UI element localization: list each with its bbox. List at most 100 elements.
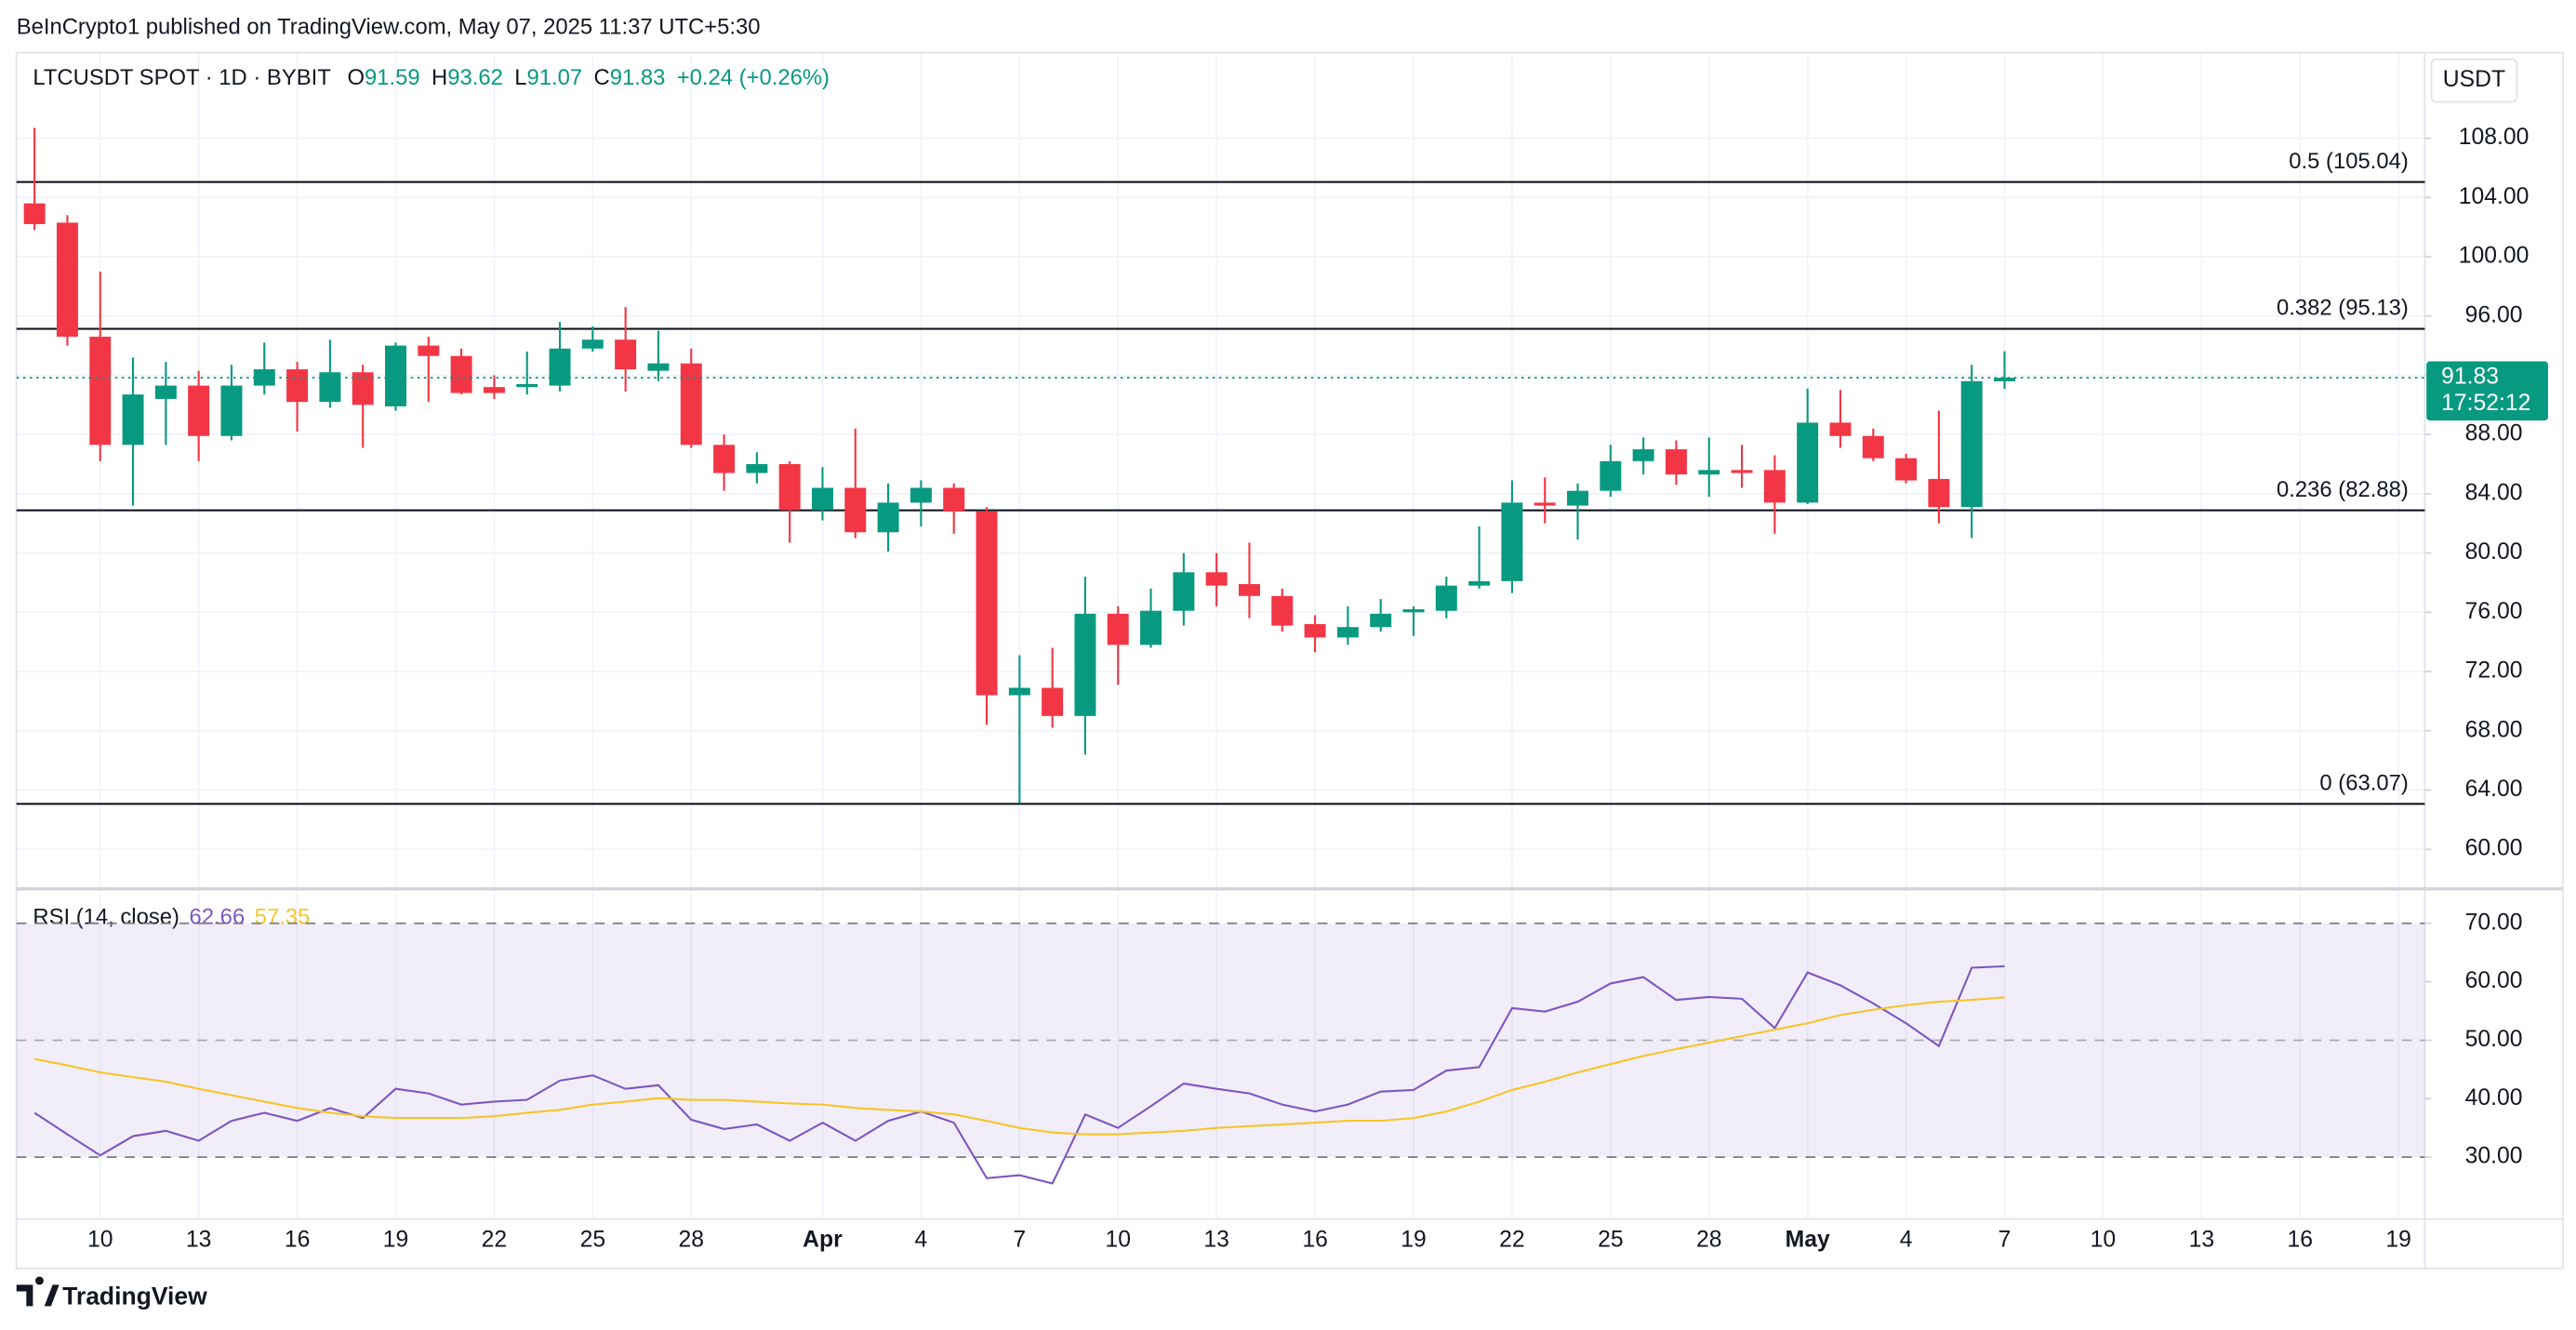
- candle-body: [1238, 584, 1260, 596]
- candle-body: [1468, 580, 1491, 586]
- currency-box: [2430, 58, 2518, 103]
- candle-body: [1140, 610, 1162, 645]
- candle-body: [1994, 378, 2015, 381]
- candle-body: [1402, 609, 1425, 613]
- x-tick-label: 19: [2385, 1227, 2410, 1252]
- candle-body: [89, 337, 112, 446]
- x-tick-label: 4: [1900, 1227, 1913, 1252]
- x-tick-label: 25: [1598, 1227, 1624, 1252]
- x-tick-label: 16: [285, 1227, 311, 1252]
- candle-body: [812, 487, 833, 511]
- ohlc-value: 91.83: [610, 65, 666, 90]
- candle-body: [1698, 470, 1720, 475]
- y-tick-label: 50.00: [2465, 1027, 2523, 1052]
- candle-body: [1763, 470, 1786, 503]
- y-tick-label: 84.00: [2465, 480, 2523, 505]
- candle-body: [1797, 422, 1819, 503]
- x-tick-label: Apr: [803, 1227, 843, 1252]
- x-tick-label: 19: [1401, 1227, 1427, 1252]
- y-tick-label: 76.00: [2465, 599, 2523, 624]
- ohlc-value: 93.62: [447, 65, 503, 90]
- rsi-legend: RSI (14, close) 62.66 57.35: [33, 905, 310, 930]
- change: +0.24 (+0.26%): [677, 65, 830, 90]
- y-tick-label: 30.00: [2465, 1144, 2523, 1169]
- y-tick-label: 64.00: [2465, 777, 2523, 802]
- candle-body: [1895, 458, 1918, 481]
- ohlc-value: 91.07: [527, 65, 583, 90]
- y-tick-label: 108.00: [2459, 125, 2530, 150]
- x-tick-label: 28: [1696, 1227, 1722, 1252]
- candle-body: [385, 345, 406, 406]
- x-tick-label: 10: [2091, 1227, 2117, 1252]
- candle-body: [680, 363, 702, 446]
- candle-body: [1501, 502, 1523, 581]
- y-tick-label: 72.00: [2465, 658, 2523, 684]
- candle-body: [188, 385, 210, 436]
- y-tick-label: 104.00: [2459, 184, 2530, 209]
- x-tick-label: 22: [1499, 1227, 1525, 1252]
- candle-body: [516, 384, 538, 388]
- candle-body: [220, 385, 243, 436]
- footer-brand: TradingView: [62, 1283, 207, 1310]
- ohlc-label: C: [594, 65, 610, 90]
- candle-body: [253, 369, 275, 386]
- candle-body: [23, 203, 46, 224]
- candle-body: [1435, 585, 1457, 611]
- y-tick-label: 96.00: [2465, 302, 2523, 327]
- x-tick-label: 4: [915, 1227, 928, 1252]
- x-tick-label: 13: [2189, 1227, 2215, 1252]
- candle-body: [450, 355, 472, 393]
- x-tick-label: 22: [482, 1227, 508, 1252]
- rsi-title: RSI (14, close): [33, 905, 179, 930]
- rsi-value: 62.66: [190, 905, 246, 930]
- y-tick-label: 60.00: [2465, 968, 2523, 993]
- candle-body: [1173, 572, 1195, 611]
- candle-body: [1534, 502, 1556, 506]
- candle-body: [1567, 490, 1589, 506]
- y-tick-label: 40.00: [2465, 1085, 2523, 1111]
- x-tick-label: 28: [679, 1227, 705, 1252]
- candle-body: [56, 222, 78, 338]
- candle-body: [1205, 572, 1228, 586]
- candle-body: [1600, 460, 1622, 491]
- candle-body: [352, 372, 374, 406]
- candle-body: [549, 348, 571, 386]
- symbol: LTCUSDT SPOT · 1D · BYBIT: [33, 65, 331, 90]
- candle-body: [483, 387, 505, 393]
- candle-body: [778, 464, 801, 511]
- candle-body: [122, 394, 144, 446]
- candle-body: [1370, 613, 1392, 628]
- symbol-legend: LTCUSDT SPOT · 1D · BYBIT O91.59 H93.62 L91…: [33, 65, 830, 90]
- x-tick-label: 16: [1302, 1227, 1328, 1252]
- candle-body: [1008, 687, 1030, 696]
- candle-body: [1304, 624, 1326, 638]
- y-tick-label: 68.00: [2465, 717, 2523, 742]
- candle-body: [713, 445, 736, 473]
- candle-body: [1731, 470, 1753, 473]
- candle-body: [1074, 613, 1096, 716]
- x-tick-label: 10: [1105, 1227, 1131, 1252]
- candle-body: [844, 487, 867, 533]
- x-tick-label: 25: [580, 1227, 606, 1252]
- candle-body: [1960, 380, 1983, 508]
- grid: [16, 52, 2425, 1219]
- candle-body: [1271, 595, 1294, 626]
- x-tick-label: 7: [1998, 1227, 2012, 1252]
- y-tick-label: 70.00: [2465, 910, 2523, 935]
- x-tick-label: 10: [87, 1227, 113, 1252]
- candle-body: [943, 487, 965, 512]
- x-tick-label: 7: [1013, 1227, 1026, 1252]
- candle-body: [976, 511, 998, 696]
- ohlc-label: L: [514, 65, 526, 90]
- candle-body: [1829, 422, 1852, 436]
- candle-body: [1107, 613, 1129, 645]
- candle-body: [1632, 449, 1654, 461]
- rsi-ma-value: 57.35: [255, 905, 311, 930]
- y-tick-label: 88.00: [2465, 421, 2523, 446]
- x-tick-label: 19: [383, 1227, 409, 1252]
- candle-body: [1042, 687, 1064, 716]
- candle-body: [647, 363, 670, 371]
- price-tag-value: 91.83: [2441, 365, 2499, 390]
- rsi-line: [33, 996, 2005, 1136]
